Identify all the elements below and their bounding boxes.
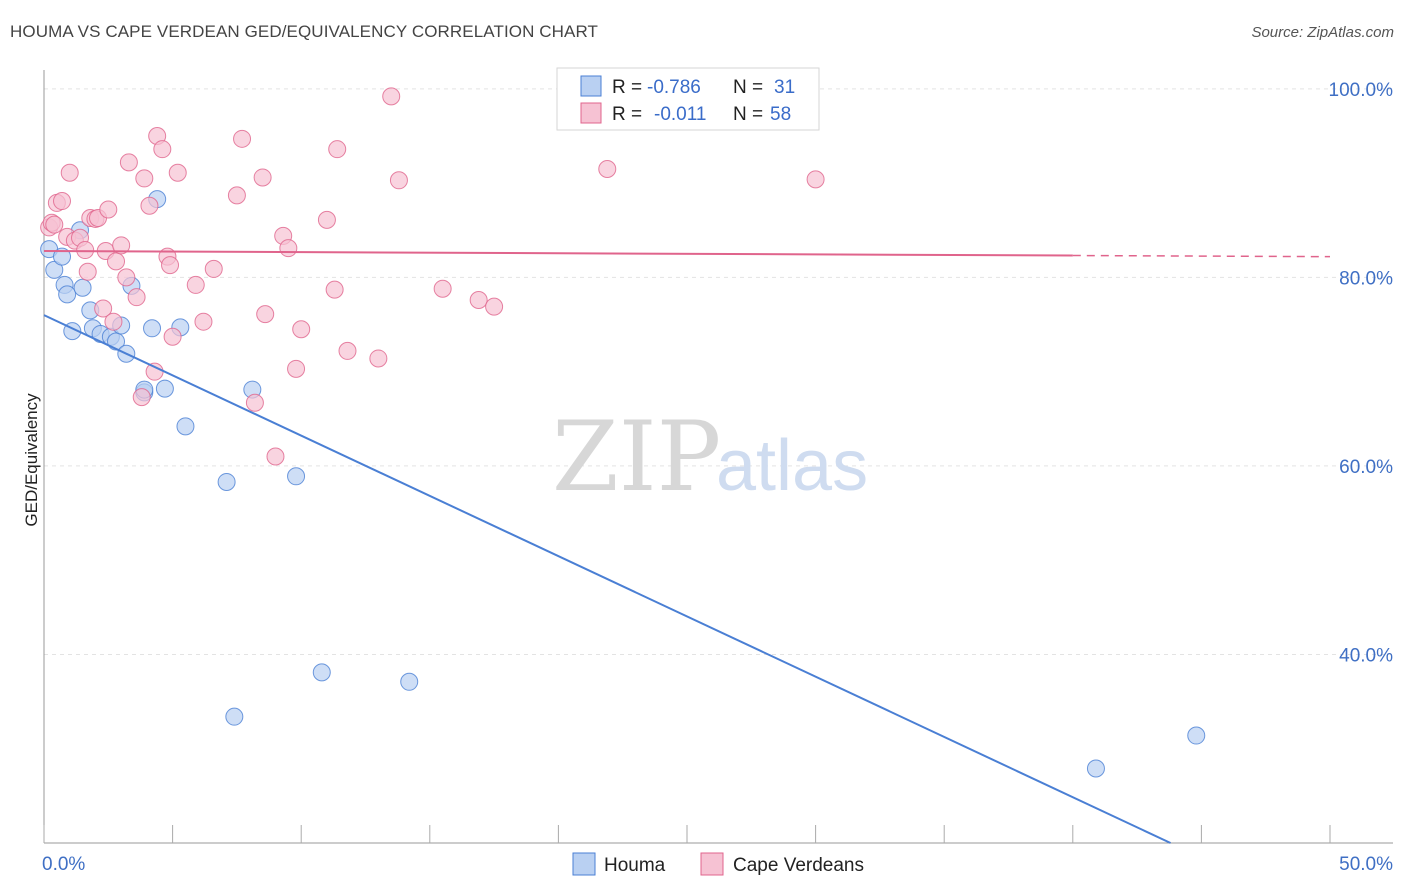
y-axis-label: GED/Equivalency: [22, 393, 41, 527]
point-cape-verdeans-45: [292, 320, 311, 339]
grid: [44, 88, 1393, 655]
point-cape-verdeans-57: [806, 170, 825, 189]
legend-r-value-cape-verdeans: -0.011: [654, 104, 706, 125]
bottom-legend-swatch-houma: [572, 852, 596, 876]
y-tick-label-2: 60.0%: [1339, 457, 1393, 478]
bottom-legend: Houma Cape Verdeans: [572, 852, 864, 876]
point-cape-verdeans-38: [245, 393, 264, 412]
legend-r-label-houma: R =: [612, 77, 642, 98]
tick-labels: 100.0% 80.0% 60.0% 40.0% 0.0% 50.0%: [42, 80, 1393, 875]
y-tick-label-0: 100.0%: [1329, 80, 1394, 101]
bottom-legend-swatch-cape-verdeans: [700, 852, 724, 876]
legend-swatch-houma: [580, 75, 602, 97]
point-cape-verdeans-35: [204, 259, 223, 278]
legend-swatch-cape-verdeans: [580, 102, 602, 124]
bottom-legend-houma: Houma: [604, 855, 666, 876]
legend-n-value-houma: 31: [774, 77, 795, 98]
point-houma-7: [73, 278, 92, 297]
x-tick-label-0: 0.0%: [42, 854, 85, 875]
bottom-legend-cape-verdeans: Cape Verdeans: [733, 855, 864, 876]
point-cape-verdeans-19: [112, 236, 131, 255]
watermark-zip: ZIP: [552, 401, 721, 513]
point-houma-30: [1187, 726, 1206, 745]
point-houma-23: [217, 472, 236, 491]
point-cape-verdeans-44: [287, 359, 306, 378]
x-tick-label-1: 50.0%: [1339, 854, 1393, 875]
point-cape-verdeans-56: [598, 159, 617, 178]
point-houma-24: [225, 707, 244, 726]
points-layer: [40, 87, 1206, 778]
legend-n-value-cape-verdeans: 58: [770, 104, 791, 125]
point-cape-verdeans-40: [256, 305, 275, 324]
point-cape-verdeans-21: [119, 153, 138, 172]
point-cape-verdeans-2: [45, 215, 64, 234]
point-cape-verdeans-54: [469, 291, 488, 310]
point-cape-verdeans-55: [485, 297, 504, 316]
point-houma-28: [400, 672, 419, 691]
point-cape-verdeans-22: [127, 288, 146, 307]
trend-line-cape-verdeans: [43, 249, 1073, 257]
legend-r-label-cape-verdeans: R =: [612, 104, 642, 125]
legend: R = -0.786 N = 31 R = -0.011 N = 58: [556, 67, 820, 131]
point-cape-verdeans-30: [161, 256, 180, 275]
point-cape-verdeans-18: [107, 252, 126, 271]
point-houma-20: [155, 379, 174, 398]
point-cape-verdeans-43: [279, 239, 298, 258]
point-cape-verdeans-32: [168, 163, 187, 182]
point-cape-verdeans-17: [104, 312, 123, 331]
point-cape-verdeans-14: [94, 299, 113, 318]
point-cape-verdeans-31: [163, 327, 182, 346]
point-cape-verdeans-41: [266, 447, 285, 466]
trend-lines: [43, 249, 1331, 844]
point-houma-27: [312, 663, 331, 682]
point-cape-verdeans-49: [338, 341, 357, 360]
point-houma-29: [1086, 759, 1105, 778]
legend-r-value-houma: -0.786: [647, 77, 701, 98]
point-cape-verdeans-47: [325, 280, 344, 299]
point-cape-verdeans-39: [253, 168, 272, 187]
chart-title: HOUMA VS CAPE VERDEAN GED/EQUIVALENCY CO…: [10, 22, 599, 41]
source-label: Source: ZipAtlas.com: [1251, 24, 1394, 41]
point-cape-verdeans-36: [227, 186, 246, 205]
point-cape-verdeans-37: [233, 129, 252, 148]
point-cape-verdeans-23: [132, 388, 151, 407]
point-cape-verdeans-46: [317, 210, 336, 229]
point-houma-12: [107, 332, 126, 351]
legend-n-label-cape-verdeans: N =: [733, 104, 763, 125]
axes: [43, 70, 1393, 844]
point-cape-verdeans-4: [53, 192, 72, 211]
point-cape-verdeans-34: [194, 312, 213, 331]
point-cape-verdeans-20: [117, 268, 136, 287]
point-cape-verdeans-50: [369, 349, 388, 368]
y-tick-label-1: 80.0%: [1339, 268, 1393, 289]
point-houma-26: [287, 467, 306, 486]
point-houma-1: [45, 260, 64, 279]
point-cape-verdeans-33: [186, 275, 205, 294]
point-houma-2: [53, 247, 72, 266]
watermark-atlas: atlas: [716, 426, 868, 506]
point-cape-verdeans-9: [76, 241, 95, 260]
point-cape-verdeans-24: [135, 169, 154, 188]
point-cape-verdeans-25: [140, 196, 159, 215]
point-houma-4: [58, 285, 77, 304]
point-houma-22: [176, 417, 195, 436]
point-cape-verdeans-10: [78, 262, 97, 281]
trend-line-dashed-cape-verdeans: [1072, 254, 1331, 258]
legend-n-label-houma: N =: [733, 77, 763, 98]
point-cape-verdeans-28: [153, 140, 172, 159]
point-cape-verdeans-26: [145, 362, 164, 381]
point-houma-18: [143, 319, 162, 338]
point-cape-verdeans-16: [99, 200, 118, 219]
trend-line-houma: [43, 314, 1171, 844]
point-cape-verdeans-51: [382, 87, 401, 106]
y-tick-label-3: 40.0%: [1339, 645, 1393, 666]
point-cape-verdeans-53: [433, 279, 452, 298]
point-cape-verdeans-6: [60, 163, 79, 182]
point-cape-verdeans-48: [328, 140, 347, 159]
point-cape-verdeans-52: [389, 171, 408, 190]
